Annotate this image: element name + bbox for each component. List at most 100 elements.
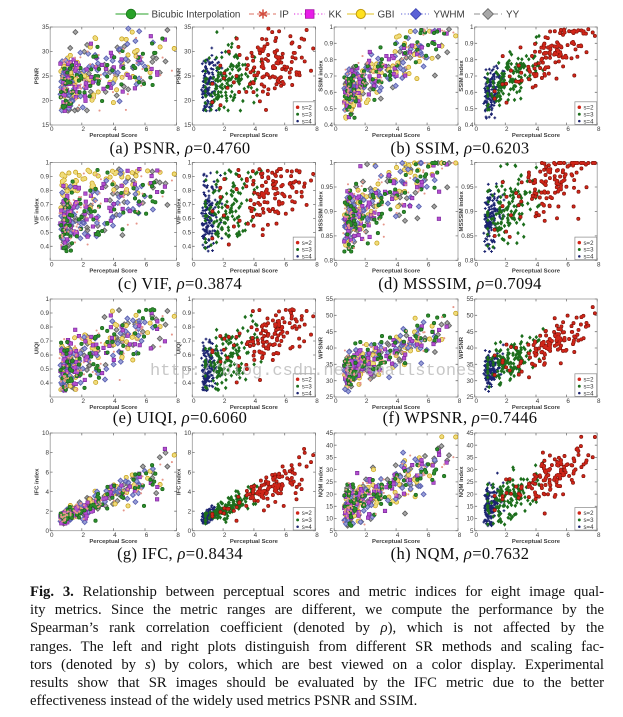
- svg-text:6: 6: [145, 261, 149, 268]
- svg-text:4: 4: [536, 532, 540, 539]
- svg-text:0.9: 0.9: [182, 310, 191, 317]
- svg-text:0: 0: [334, 261, 338, 268]
- svg-text:NQM index: NQM index: [319, 466, 325, 497]
- svg-text:10: 10: [466, 516, 474, 523]
- svg-text:50: 50: [466, 313, 474, 320]
- svg-text:0: 0: [50, 126, 54, 133]
- svg-text:MSSSIM index: MSSSIM index: [319, 191, 325, 232]
- svg-text:6: 6: [284, 532, 288, 539]
- svg-text:8: 8: [458, 398, 462, 405]
- svg-text:0.5: 0.5: [465, 106, 474, 113]
- svg-text:0.8: 0.8: [465, 258, 474, 265]
- svg-text:55: 55: [326, 296, 334, 303]
- svg-text:0: 0: [188, 528, 192, 535]
- svg-text:0.9: 0.9: [324, 209, 333, 216]
- svg-text:http://blog.csdn.net/smallston: http://blog.csdn.net/smallstones: [150, 362, 476, 381]
- svg-text:2: 2: [82, 126, 86, 133]
- svg-text:2: 2: [223, 261, 227, 268]
- svg-text:0.9: 0.9: [182, 174, 191, 181]
- svg-text:Perceptual Score: Perceptual Score: [230, 268, 279, 274]
- svg-text:4: 4: [396, 126, 400, 133]
- svg-text:(h) NQM, ρ=0.7632: (h) NQM, ρ=0.7632: [391, 544, 530, 563]
- svg-text:1: 1: [329, 160, 333, 167]
- svg-text:25: 25: [326, 394, 334, 401]
- svg-text:6: 6: [284, 398, 288, 405]
- svg-text:Perceptual Score: Perceptual Score: [89, 405, 138, 411]
- svg-text:15: 15: [42, 122, 50, 129]
- svg-text:0.7: 0.7: [40, 202, 49, 209]
- svg-text:0.5: 0.5: [40, 366, 49, 373]
- svg-text:8: 8: [176, 261, 180, 268]
- svg-text:4: 4: [254, 398, 258, 405]
- svg-text:25: 25: [184, 73, 192, 80]
- svg-text:1: 1: [45, 296, 49, 303]
- svg-text:WPSNR: WPSNR: [319, 336, 325, 359]
- svg-text:0.9: 0.9: [40, 174, 49, 181]
- svg-text:Perceptual Score: Perceptual Score: [89, 133, 138, 139]
- svg-text:2: 2: [365, 261, 369, 268]
- svg-text:PSNR: PSNR: [177, 67, 183, 84]
- svg-text:6: 6: [566, 532, 570, 539]
- svg-text:0.95: 0.95: [461, 184, 474, 191]
- svg-text:2: 2: [505, 532, 509, 539]
- svg-text:4: 4: [536, 261, 540, 268]
- svg-text:0.8: 0.8: [465, 57, 474, 64]
- svg-text:2: 2: [365, 398, 369, 405]
- svg-text:0.7: 0.7: [40, 338, 49, 345]
- svg-text:45: 45: [466, 430, 474, 437]
- svg-text:0.8: 0.8: [182, 188, 191, 195]
- svg-text:6: 6: [427, 126, 431, 133]
- svg-text:0.6: 0.6: [182, 352, 191, 359]
- svg-text:4: 4: [536, 126, 540, 133]
- svg-text:s=2: s=2: [302, 240, 313, 247]
- svg-text:YY: YY: [506, 9, 520, 20]
- svg-text:s=2: s=2: [584, 240, 595, 247]
- svg-text:8: 8: [315, 532, 319, 539]
- svg-text:0: 0: [334, 398, 338, 405]
- svg-text:UIQI: UIQI: [35, 342, 41, 354]
- svg-text:6: 6: [45, 469, 49, 476]
- svg-text:4: 4: [536, 398, 540, 405]
- svg-text:25: 25: [326, 479, 334, 486]
- svg-text:0: 0: [192, 398, 196, 405]
- svg-text:0.8: 0.8: [40, 188, 49, 195]
- svg-text:Perceptual Score: Perceptual Score: [230, 539, 279, 545]
- svg-text:IP: IP: [280, 9, 290, 20]
- svg-text:40: 40: [326, 345, 334, 352]
- svg-text:0.4: 0.4: [182, 244, 191, 251]
- svg-text:30: 30: [466, 378, 474, 385]
- svg-text:1: 1: [470, 160, 474, 167]
- svg-text:Perceptual Score: Perceptual Score: [372, 405, 421, 411]
- svg-text:4: 4: [45, 489, 49, 496]
- svg-text:(a) PSNR, ρ=0.4760: (a) PSNR, ρ=0.4760: [110, 139, 251, 158]
- svg-text:Perceptual Score: Perceptual Score: [372, 539, 421, 545]
- svg-text:15: 15: [184, 122, 192, 129]
- svg-text:4: 4: [113, 261, 117, 268]
- svg-text:0: 0: [45, 528, 49, 535]
- svg-text:35: 35: [326, 362, 334, 369]
- svg-text:8: 8: [176, 532, 180, 539]
- svg-text:0.4: 0.4: [324, 122, 333, 129]
- svg-text:s=2: s=2: [302, 510, 313, 517]
- svg-text:s=2: s=2: [584, 510, 595, 517]
- svg-text:45: 45: [326, 329, 334, 336]
- svg-text:s=4: s=4: [302, 118, 313, 125]
- svg-text:40: 40: [466, 442, 474, 449]
- svg-text:6: 6: [145, 398, 149, 405]
- svg-text:s=4: s=4: [584, 524, 595, 531]
- svg-text:s=2: s=2: [584, 105, 595, 112]
- svg-text:0.8: 0.8: [182, 324, 191, 331]
- svg-text:s=4: s=4: [584, 390, 595, 397]
- svg-text:6: 6: [566, 126, 570, 133]
- svg-text:Perceptual Score: Perceptual Score: [512, 133, 561, 139]
- svg-text:15: 15: [326, 504, 334, 511]
- svg-text:4: 4: [396, 532, 400, 539]
- svg-text:0: 0: [334, 532, 338, 539]
- svg-text:0.85: 0.85: [461, 233, 474, 240]
- svg-text:Perceptual Score: Perceptual Score: [512, 405, 561, 411]
- svg-text:4: 4: [254, 126, 258, 133]
- svg-text:20: 20: [326, 491, 334, 498]
- svg-text:30: 30: [326, 378, 334, 385]
- svg-text:s=2: s=2: [584, 377, 595, 384]
- svg-text:s=4: s=4: [584, 254, 595, 261]
